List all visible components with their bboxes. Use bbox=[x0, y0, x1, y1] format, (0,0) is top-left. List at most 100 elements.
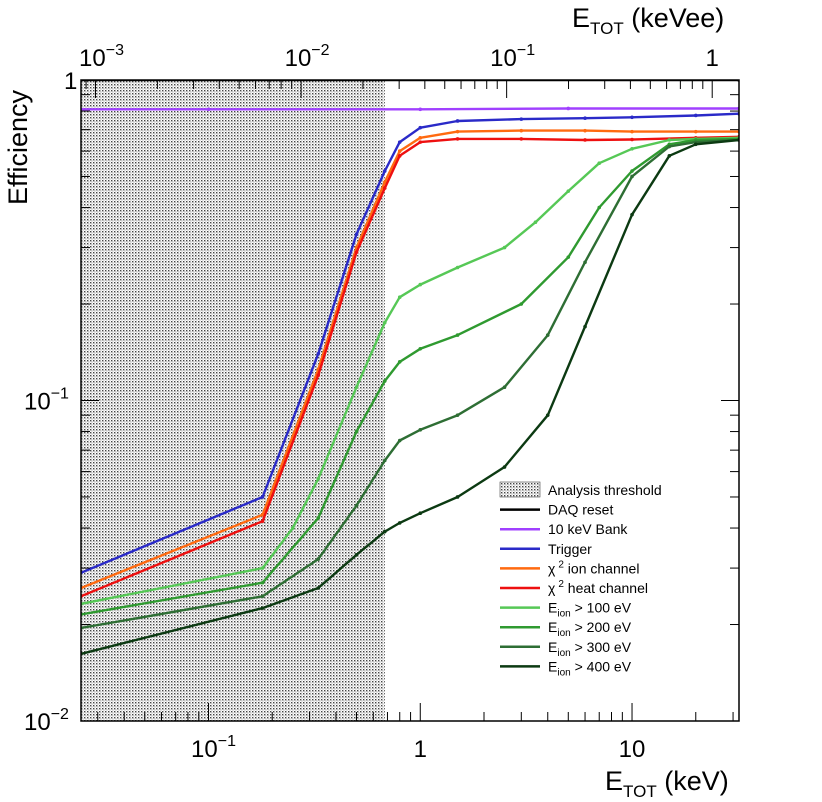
series-point-4 bbox=[455, 137, 460, 141]
legend: Analysis threshold DAQ reset 10 keV Bank Tr… bbox=[499, 481, 662, 678]
series-point-6 bbox=[354, 429, 359, 434]
series-point-5 bbox=[533, 220, 538, 225]
series-point-4 bbox=[519, 137, 524, 141]
series-point-2 bbox=[693, 113, 698, 118]
x2-tick-label-mantissa: 10 bbox=[285, 45, 312, 72]
series-point-7 bbox=[316, 557, 321, 561]
legend-label-sub: ion bbox=[557, 609, 570, 620]
series-point-5 bbox=[290, 526, 295, 530]
series-point-8 bbox=[545, 413, 550, 417]
series-point-3 bbox=[397, 149, 402, 153]
series-point-5 bbox=[397, 295, 402, 300]
y-tick-label-exponent: −1 bbox=[51, 386, 69, 403]
legend-label-sub: ion bbox=[557, 667, 570, 678]
series-point-6 bbox=[382, 379, 387, 383]
legend-label-rest: > 100 eV bbox=[571, 600, 632, 616]
series-point-4 bbox=[354, 250, 359, 255]
series-point-2 bbox=[418, 125, 423, 130]
legend-label-sup: 2 bbox=[558, 579, 564, 590]
legend-label-rest: > 300 eV bbox=[571, 639, 632, 655]
x2-tick-label-exponent: −3 bbox=[106, 42, 124, 59]
legend-band-swatch bbox=[499, 481, 541, 498]
series-point-4 bbox=[382, 186, 387, 190]
series-point-2 bbox=[316, 351, 321, 356]
legend-label-prefix: χ bbox=[548, 580, 556, 596]
x2-tick-label-mantissa: 10 bbox=[79, 45, 106, 72]
series-point-2 bbox=[630, 115, 634, 120]
series-point-7 bbox=[630, 174, 634, 179]
series-point-8 bbox=[667, 154, 672, 158]
threshold-band bbox=[81, 80, 385, 721]
series-line-1 bbox=[81, 107, 739, 111]
legend-label-prefix: E bbox=[548, 600, 557, 616]
series-point-7 bbox=[418, 428, 423, 432]
series-point-4 bbox=[397, 154, 402, 158]
series-point-3 bbox=[693, 129, 698, 134]
series-point-6 bbox=[260, 580, 265, 585]
series-point-4 bbox=[583, 138, 587, 142]
series-point-3 bbox=[418, 136, 423, 140]
series-point-6 bbox=[455, 333, 460, 337]
series-point-5 bbox=[630, 147, 634, 151]
series-point-3 bbox=[583, 128, 587, 133]
series-point-2 bbox=[519, 117, 524, 121]
series-point-3 bbox=[455, 129, 460, 134]
legend-label: DAQ reset bbox=[548, 502, 613, 518]
series-point-8 bbox=[502, 465, 507, 469]
y-tick-label-mantissa: 10 bbox=[24, 389, 51, 416]
series-point-5 bbox=[354, 385, 359, 390]
y-tick-label-mantissa: 1 bbox=[64, 68, 77, 95]
x-axis-title-main: E bbox=[605, 766, 623, 796]
x2-tick-label: 10−1 bbox=[490, 42, 535, 72]
series-point-8 bbox=[418, 511, 423, 516]
top-axis-title: ETOT (keVee) bbox=[572, 3, 724, 38]
series-point-8 bbox=[354, 553, 359, 557]
y-tick-label: 10−2 bbox=[24, 706, 69, 736]
series-point-7 bbox=[667, 144, 672, 149]
legend-label-rest: heat channel bbox=[564, 580, 648, 596]
legend-label-prefix: E bbox=[548, 619, 557, 635]
x-tick-label-mantissa: 10 bbox=[619, 736, 646, 763]
threshold-band-layer bbox=[81, 80, 385, 721]
series-point-7 bbox=[397, 438, 402, 443]
x-axis-title-unit: (keV) bbox=[657, 766, 729, 796]
y-tick-label-mantissa: 10 bbox=[24, 709, 51, 736]
series-point-8 bbox=[260, 606, 265, 610]
series-point-3 bbox=[630, 129, 634, 134]
series-point-3 bbox=[382, 180, 387, 184]
x-tick-label: 1 bbox=[414, 736, 427, 763]
series-point-8 bbox=[397, 521, 402, 525]
y-axis-title: Efficiency bbox=[3, 89, 33, 205]
series-point-8 bbox=[316, 586, 321, 590]
legend-label-prefix: E bbox=[548, 639, 557, 655]
series-point-6 bbox=[418, 346, 423, 351]
x2-tick-label: 10−2 bbox=[285, 42, 330, 72]
series-point-2 bbox=[397, 140, 402, 144]
series-point-2 bbox=[382, 169, 387, 173]
series-layer bbox=[81, 80, 739, 656]
series-point-7 bbox=[382, 458, 387, 463]
series-point-6 bbox=[519, 302, 524, 306]
series-point-2 bbox=[583, 116, 587, 120]
series-point-4 bbox=[418, 140, 423, 144]
legend-label: Eion > 400 eV bbox=[548, 658, 632, 678]
x-tick-label-mantissa: 1 bbox=[414, 736, 427, 763]
y-tick-label: 1 bbox=[64, 68, 77, 95]
x2-tick-label: 10−3 bbox=[79, 42, 124, 72]
top-axis-title-unit: (keVee) bbox=[624, 3, 725, 33]
series-point-1 bbox=[418, 107, 423, 112]
series-point-2 bbox=[455, 119, 460, 123]
series-point-5 bbox=[418, 282, 423, 287]
series-point-7 bbox=[502, 385, 507, 390]
series-point-4 bbox=[260, 519, 265, 524]
series-point-1 bbox=[566, 106, 571, 111]
series-point-7 bbox=[545, 333, 550, 337]
x2-tick-label-exponent: −2 bbox=[311, 42, 329, 59]
legend-label: 10 keV Bank bbox=[548, 521, 628, 537]
y-tick-label: 10−1 bbox=[24, 386, 69, 416]
series-point-8 bbox=[630, 212, 634, 217]
legend-label: Trigger bbox=[548, 541, 592, 557]
series-point-7 bbox=[583, 260, 587, 265]
